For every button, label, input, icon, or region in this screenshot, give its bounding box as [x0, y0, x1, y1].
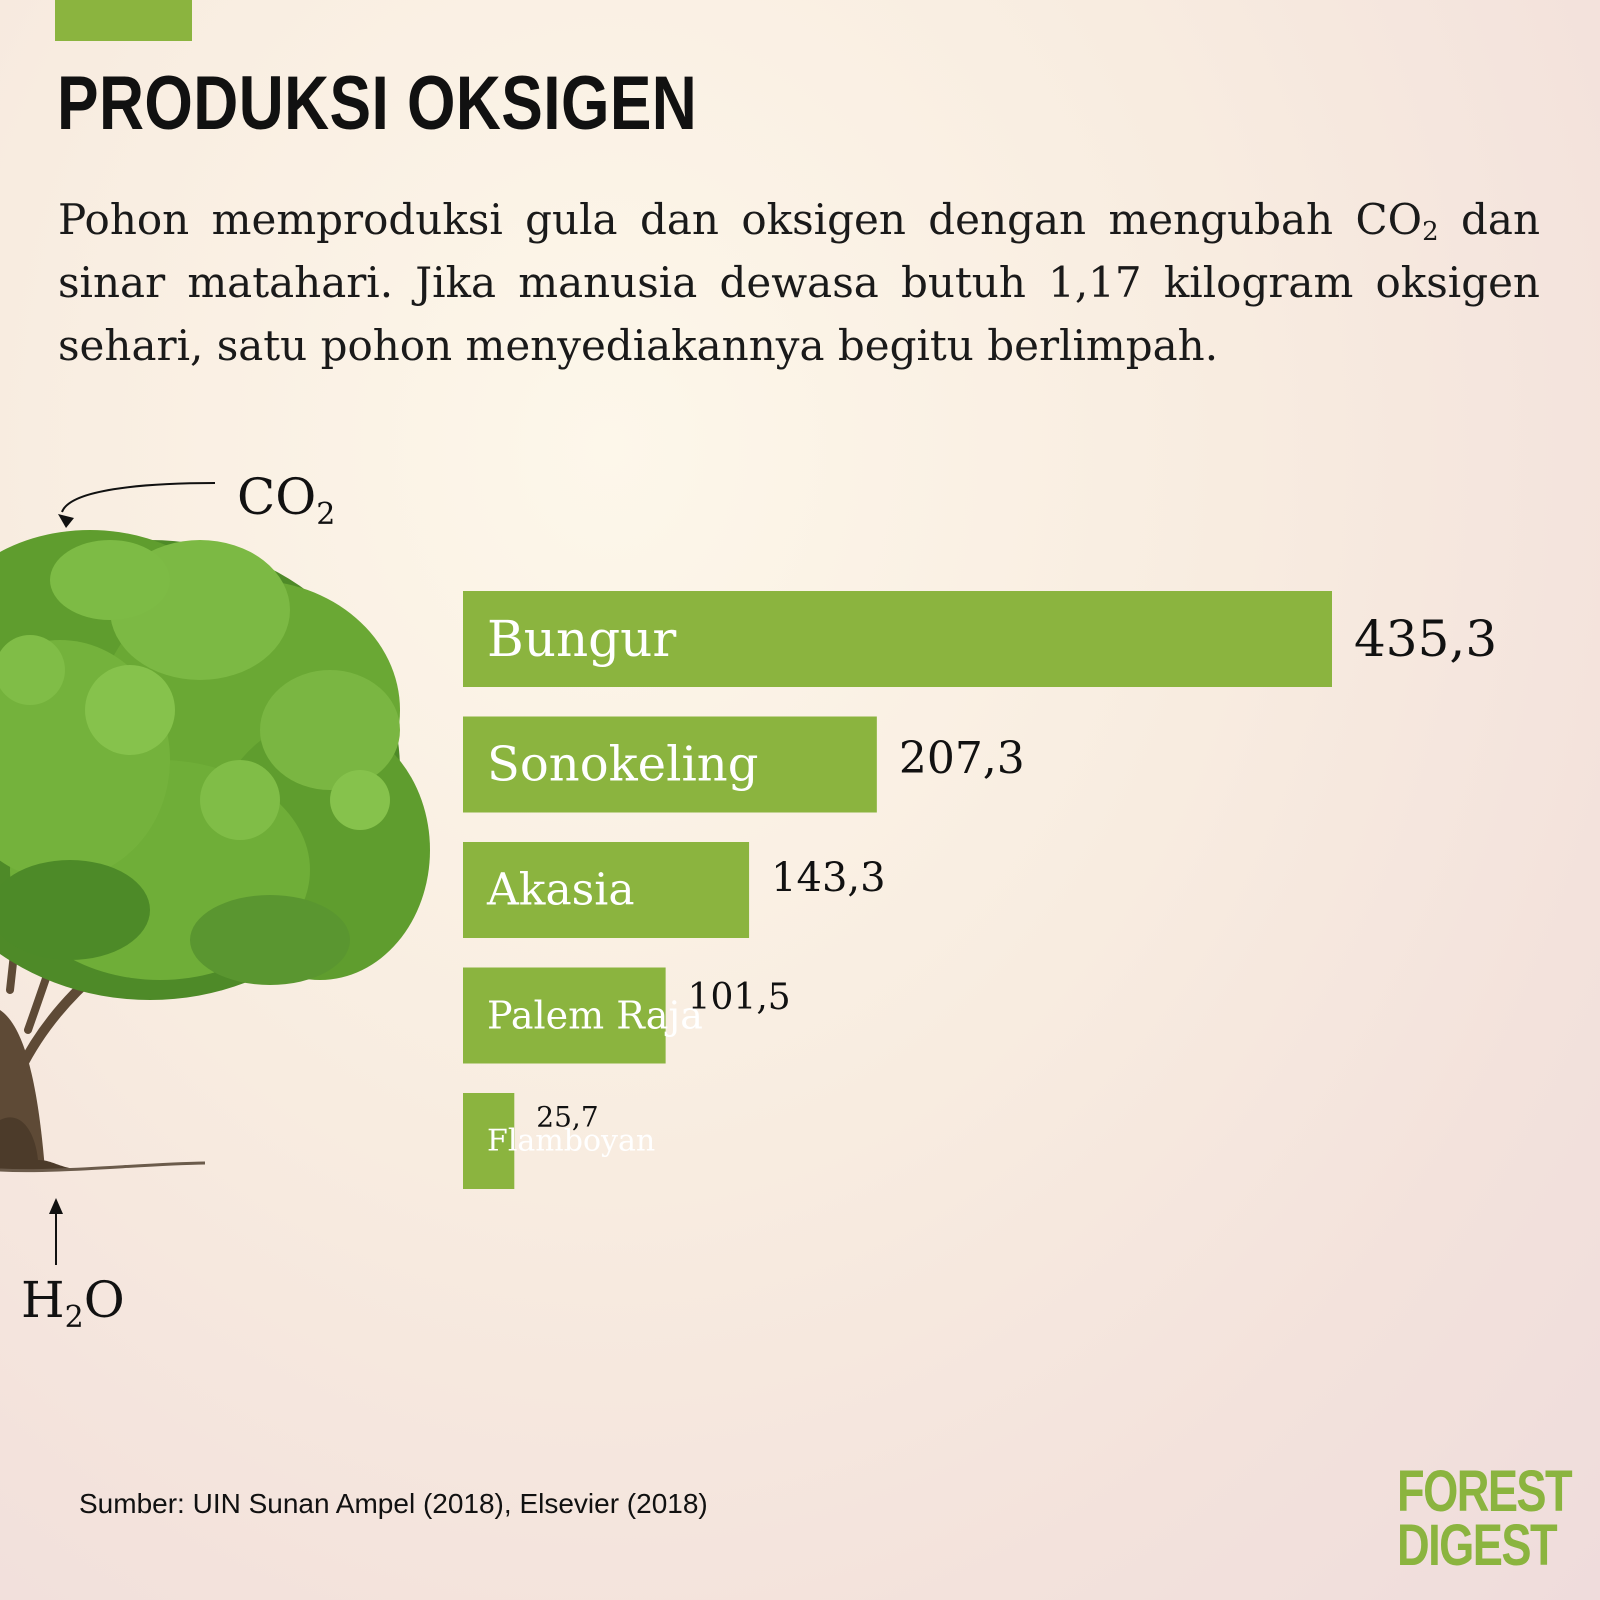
intro-text-end: dan sinar matahari. Jika manusia dewasa …	[58, 195, 1541, 370]
co2-arrowhead	[58, 514, 74, 528]
bar-category-label: Akasia	[486, 865, 635, 916]
logo-line-1: FOREST	[1397, 1459, 1573, 1524]
bar-value-label: 207,3	[899, 733, 1025, 784]
h2o-o: O	[83, 1271, 125, 1329]
logo-line-2: DIGEST	[1397, 1513, 1558, 1578]
tree-trunk	[0, 1010, 90, 1170]
h2o-arrowhead	[49, 1198, 63, 1214]
co2-label: CO2	[237, 472, 335, 530]
bar-1	[463, 716, 877, 813]
bar-4	[463, 1093, 515, 1189]
ground-line	[0, 1161, 206, 1173]
intro-paragraph: Pohon memproduksi gula dan oksigen denga…	[58, 188, 1540, 377]
h2o-label: H2O	[21, 1275, 125, 1333]
bar-value-label: 435,3	[1354, 610, 1497, 668]
page-title: PRODUKSI OKSIGEN	[57, 61, 698, 146]
bar-value-label: 25,7	[536, 1101, 598, 1134]
bar-value-label: 101,5	[688, 977, 791, 1018]
bar-2	[463, 842, 750, 938]
bar-category-label: Bungur	[487, 610, 676, 668]
bar-category-label: Palem Raja	[487, 994, 703, 1038]
tree-canopy	[0, 530, 430, 1000]
h2o-subscript: 2	[64, 1300, 84, 1335]
co2-arrow	[61, 482, 216, 513]
bar-value-label: 143,3	[771, 855, 886, 901]
source-note: Sumber: UIN Sunan Ampel (2018), Elsevier…	[79, 1488, 708, 1519]
bar-category-label: Flamboyan	[487, 1124, 655, 1159]
intro-subscript: 2	[1422, 217, 1439, 247]
top-accent-bar	[55, 0, 192, 41]
h2o-h: H	[21, 1271, 65, 1329]
co2-text: CO	[237, 468, 317, 526]
intro-text-start: Pohon memproduksi gula dan oksigen denga…	[58, 195, 1423, 244]
bar-category-label: Sonokeling	[487, 737, 758, 793]
tree-illustration	[0, 482, 430, 1265]
bar-3	[463, 967, 666, 1064]
co2-subscript: 2	[316, 497, 336, 532]
forest-digest-logo: FOREST DIGEST	[1397, 1459, 1573, 1578]
bar-0	[463, 591, 1332, 687]
